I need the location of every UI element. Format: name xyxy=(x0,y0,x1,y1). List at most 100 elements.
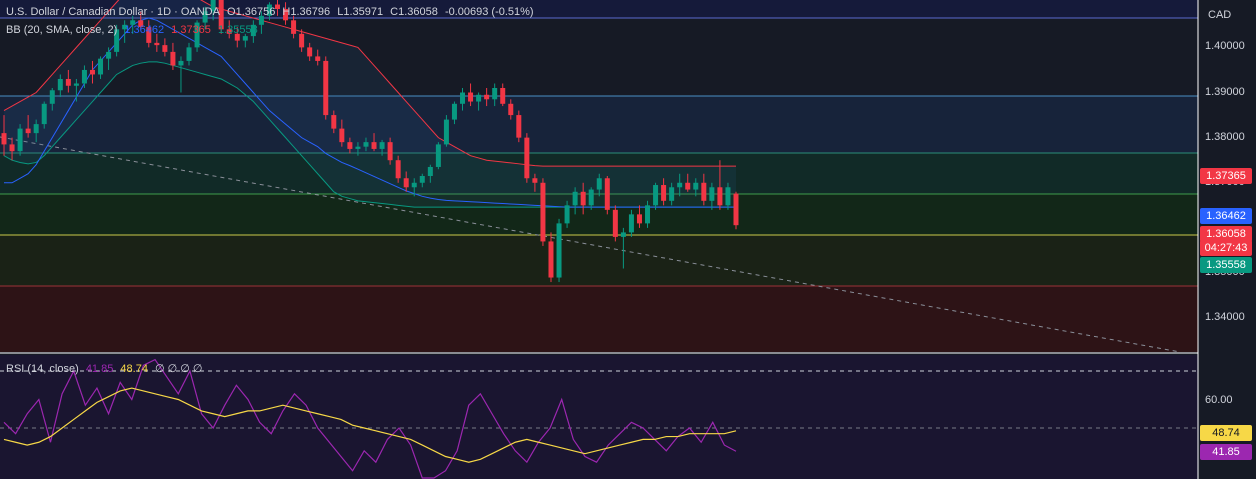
bb-legend[interactable]: BB (20, SMA, close, 2) 1.36462 1.37365 1… xyxy=(6,24,262,36)
candle-body xyxy=(379,142,385,149)
rsi-line xyxy=(3,358,737,479)
candle-body xyxy=(620,232,626,237)
candle-body xyxy=(210,0,216,12)
bollinger-upper-line xyxy=(3,0,736,167)
candle-body xyxy=(540,182,546,242)
rsi-axis-tick: 60.00 xyxy=(1205,394,1233,406)
candle-body xyxy=(242,36,248,41)
bb-legend-lower: 1.35558 xyxy=(217,24,258,36)
candle-body xyxy=(653,185,659,206)
candle-body xyxy=(516,115,522,138)
candle-body xyxy=(604,178,610,210)
candle-body xyxy=(218,0,224,30)
candle-body xyxy=(532,178,538,183)
bollinger-basis-line xyxy=(4,17,736,208)
candle-body xyxy=(468,92,474,102)
bb-legend-basis: 1.36462 xyxy=(124,24,165,36)
candle-body xyxy=(725,187,731,206)
countdown-tag: 04:27:43 xyxy=(1200,240,1252,256)
candlestick-series xyxy=(1,0,739,283)
candle-body xyxy=(556,223,562,278)
candle-body xyxy=(339,128,345,143)
rsi-legend-ma: 48.74 xyxy=(120,363,148,375)
candle-body xyxy=(122,24,128,30)
candle-body xyxy=(500,88,506,104)
zone-top-band xyxy=(0,0,1198,18)
symbol-title[interactable]: U.S. Dollar / Canadian Dollar · 1D · OAN… xyxy=(6,6,220,18)
candle-body xyxy=(628,214,634,233)
candle-body xyxy=(403,178,409,188)
rsi-ma-tag: 48.74 xyxy=(1200,425,1252,441)
candle-body xyxy=(677,182,683,188)
candle-body xyxy=(57,78,63,91)
rsi-value-tag: 41.85 xyxy=(1200,444,1252,460)
candle-body xyxy=(65,78,71,86)
candle-body xyxy=(347,142,353,149)
candle-body xyxy=(612,209,618,237)
candle-body xyxy=(476,94,482,102)
candle-body xyxy=(596,178,602,190)
candle-body xyxy=(33,124,39,134)
symbol-legend: U.S. Dollar / Canadian Dollar · 1D · OAN… xyxy=(6,6,538,18)
rsi-legend-label: RSI (14, close) xyxy=(6,363,79,375)
zone-resistance-blue xyxy=(0,96,1198,153)
candle-body xyxy=(202,11,208,23)
candle-body xyxy=(717,187,723,206)
price-axis-tick: 1.38000 xyxy=(1205,130,1245,143)
candle-body xyxy=(685,182,691,190)
price-axis-tick: 1.34000 xyxy=(1205,311,1245,324)
candle-body xyxy=(178,60,184,66)
rsi-legend[interactable]: RSI (14, close) 41.85 48.74 ∅ ∅ ∅ ∅ xyxy=(6,362,207,375)
candle-body xyxy=(250,24,256,37)
candle-body xyxy=(49,90,55,104)
candle-body xyxy=(363,142,369,147)
candle-body xyxy=(194,22,200,48)
candle-body xyxy=(114,29,120,52)
candle-body xyxy=(138,20,144,28)
candle-body xyxy=(661,185,667,201)
ohlc-change: -0.00693 (-0.51%) xyxy=(444,6,534,18)
rsi-legend-value: 41.85 xyxy=(85,363,114,375)
candle-body xyxy=(73,83,79,86)
candle-body xyxy=(371,142,377,149)
candle-body xyxy=(395,160,401,179)
candle-body xyxy=(291,20,297,34)
candle-body xyxy=(130,20,136,25)
candle-body xyxy=(419,176,425,183)
zone-green-lower xyxy=(0,194,1198,235)
candle-body xyxy=(669,187,675,201)
currency-label[interactable]: CAD xyxy=(1208,9,1232,21)
candle-body xyxy=(17,128,23,152)
price-axis-tick: 1.40000 xyxy=(1205,40,1245,53)
candle-body xyxy=(636,214,642,224)
zone-olive xyxy=(0,235,1198,286)
bb-lower-tag: 1.35558 xyxy=(1200,257,1252,273)
candle-body xyxy=(162,45,168,52)
bb-legend-label: BB (20, SMA, close, 2) xyxy=(6,24,118,36)
candle-body xyxy=(299,33,305,48)
candle-body xyxy=(524,137,530,179)
bb-upper-tag: 1.37365 xyxy=(1200,168,1252,184)
candle-body xyxy=(186,47,192,61)
candle-body xyxy=(572,191,578,206)
ohlc-high: H1.36796 xyxy=(282,6,331,18)
candle-body xyxy=(443,119,449,145)
candle-body xyxy=(323,60,329,116)
price-axis-tick: 1.39000 xyxy=(1205,85,1245,98)
candle-body xyxy=(41,103,47,125)
ohlc-close: C1.36058 xyxy=(390,6,438,18)
candle-body xyxy=(170,51,176,66)
zone-support-red xyxy=(0,286,1198,352)
candle-body xyxy=(645,205,651,224)
candle-body xyxy=(146,27,152,43)
candle-body xyxy=(307,47,313,57)
candle-body xyxy=(701,182,707,201)
candle-body xyxy=(709,187,715,201)
candle-body xyxy=(81,69,87,84)
candle-body xyxy=(25,128,31,134)
candle-body xyxy=(106,51,112,59)
candle-body xyxy=(9,144,15,152)
candle-body xyxy=(564,205,570,224)
bb-legend-upper: 1.37365 xyxy=(171,24,211,36)
